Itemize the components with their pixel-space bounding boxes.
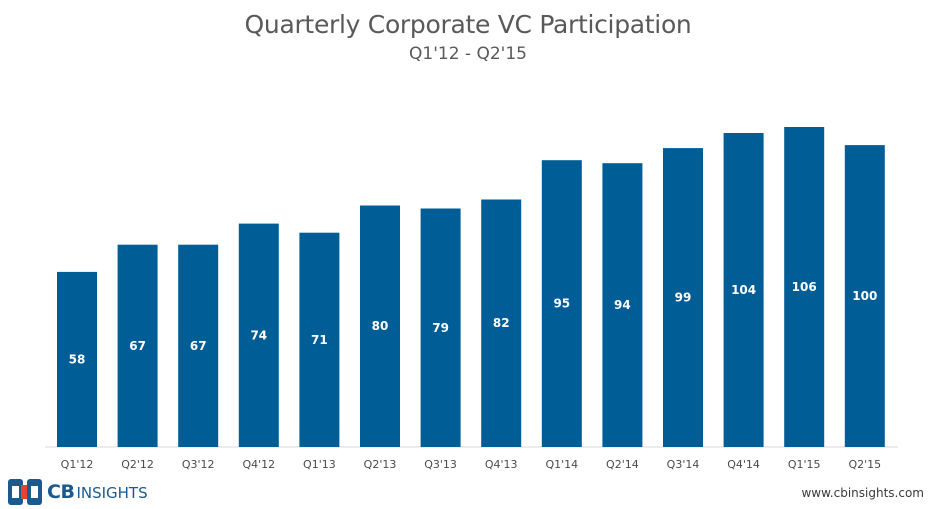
bar-value-label: 58 (69, 353, 86, 367)
chart-subtitle: Q1'12 - Q2'15 (409, 44, 527, 64)
x-tick-label: Q4'14 (727, 458, 760, 471)
bar-value-label: 67 (190, 339, 207, 353)
bar (602, 163, 643, 447)
x-tick-label: Q2'14 (606, 458, 639, 471)
bar-value-label: 80 (372, 319, 389, 333)
bar-value-label: 67 (129, 339, 146, 353)
bar-value-label: 104 (731, 283, 756, 297)
bar-value-label: 100 (852, 289, 877, 303)
bar (541, 160, 582, 447)
cb-insights-logo: CB INSIGHTS (8, 478, 148, 506)
bar (784, 127, 825, 447)
bar (178, 244, 219, 447)
x-tick-label: Q1'13 (303, 458, 336, 471)
bar (420, 208, 461, 447)
x-tick-label: Q1'12 (61, 458, 94, 471)
bar (844, 145, 885, 447)
bar (238, 223, 279, 447)
x-tick-label: Q4'12 (242, 458, 275, 471)
x-tick-label: Q3'13 (424, 458, 457, 471)
logo-cb-text: CB (47, 481, 75, 503)
bar-value-label: 74 (250, 328, 267, 342)
logo-insights-text: INSIGHTS (76, 484, 148, 502)
bar-value-label: 82 (493, 316, 510, 330)
x-tick-label: Q4'13 (485, 458, 518, 471)
bar (360, 205, 400, 447)
x-tick-label: Q1'15 (788, 458, 821, 471)
bar-value-label: 99 (675, 291, 692, 305)
cb-insights-logo-icon (8, 479, 42, 505)
bar (57, 271, 97, 447)
bar-value-label: 71 (311, 333, 328, 347)
x-tick-label: Q1'14 (545, 458, 578, 471)
bar (299, 232, 340, 447)
bar-value-label: 79 (432, 321, 449, 335)
bar-value-label: 94 (614, 298, 631, 312)
bar (117, 244, 158, 447)
website-url: www.cbinsights.com (801, 486, 924, 500)
bar-value-label: 106 (792, 280, 817, 294)
bar (481, 199, 522, 447)
x-tick-label: Q3'12 (182, 458, 215, 471)
x-tick-label: Q2'13 (364, 458, 397, 471)
chart-title: Quarterly Corporate VC Participation (244, 10, 692, 39)
x-tick-label: Q2'15 (848, 458, 881, 471)
bar (723, 133, 764, 447)
bar-value-label: 95 (553, 297, 570, 311)
x-tick-label: Q2'12 (121, 458, 154, 471)
x-tick-label: Q3'14 (667, 458, 700, 471)
bar (663, 148, 703, 447)
